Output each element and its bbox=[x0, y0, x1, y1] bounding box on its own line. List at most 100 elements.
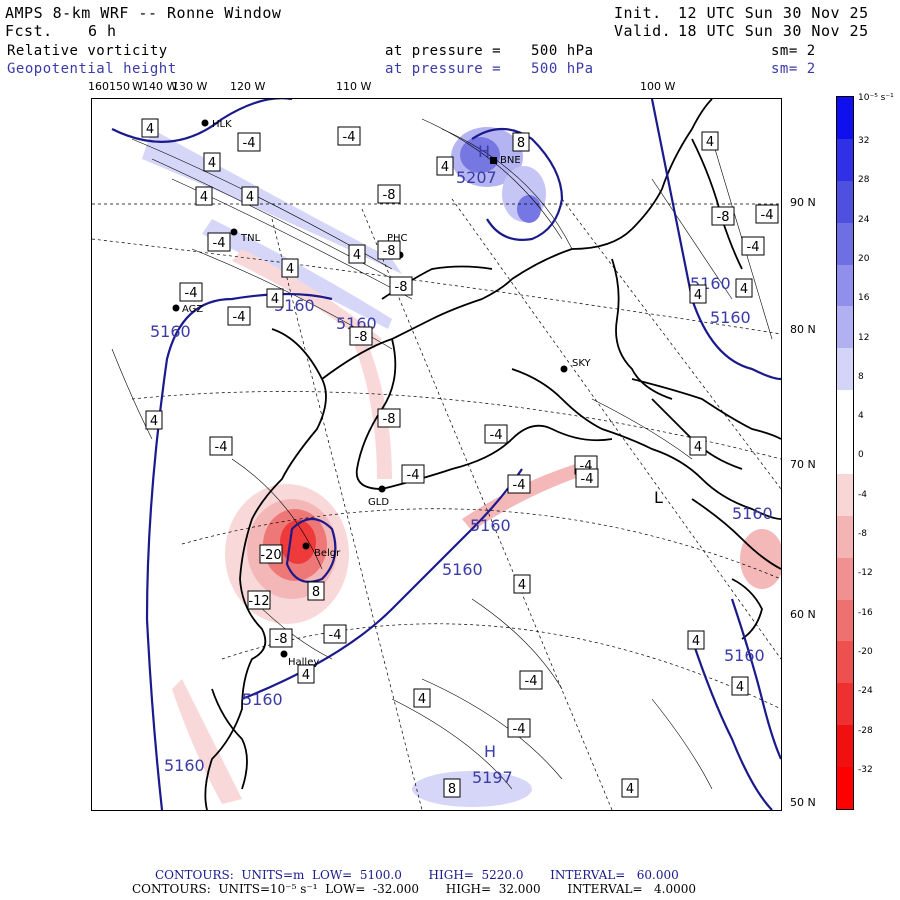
vorticity-value-box: 4 bbox=[145, 410, 163, 430]
svg-text:-8: -8 bbox=[355, 330, 368, 345]
field2-pressure: 500 hPa bbox=[531, 61, 594, 77]
vorticity-value-box: -4 bbox=[519, 670, 543, 690]
high-center-value: 5207 bbox=[456, 168, 497, 187]
negative-vorticity-band bbox=[462, 459, 597, 531]
lon-label-110w: 110 W bbox=[336, 80, 372, 93]
svg-text:-20: -20 bbox=[260, 548, 281, 563]
vorticity-value-box: 4 bbox=[436, 156, 454, 176]
svg-text:-4: -4 bbox=[233, 310, 246, 325]
vorticity-value-box: 4 bbox=[735, 278, 753, 298]
vorticity-value-box: 4 bbox=[141, 118, 159, 138]
svg-text:4: 4 bbox=[302, 668, 310, 683]
colorbar bbox=[836, 96, 854, 810]
vorticity-value-box: -4 bbox=[575, 468, 599, 488]
vorticity-value-box: 8 bbox=[512, 132, 530, 152]
vorticity-value-box: -4 bbox=[237, 132, 261, 152]
lat-label-60n: 60 N bbox=[790, 608, 816, 621]
lon-label-130w: 130 W bbox=[172, 80, 208, 93]
colorbar-segment bbox=[837, 306, 853, 349]
vorticity-value-box: -4 bbox=[209, 436, 233, 456]
svg-text:-4: -4 bbox=[215, 440, 228, 455]
svg-text:8: 8 bbox=[312, 585, 320, 600]
station-dot bbox=[280, 650, 288, 658]
field2-pressure-label: at pressure = bbox=[385, 61, 502, 77]
svg-text:4: 4 bbox=[740, 282, 748, 297]
vorticity-value-box: 4 bbox=[513, 574, 531, 594]
height-label: 5160 bbox=[242, 690, 283, 709]
colorbar-unit: 10⁻⁵ s⁻¹ bbox=[858, 93, 894, 103]
svg-text:4: 4 bbox=[200, 190, 208, 205]
negative-vorticity-shade bbox=[740, 529, 781, 589]
station-label-halley: Halley bbox=[288, 657, 319, 668]
lat-label-50n: 50 N bbox=[790, 796, 816, 809]
colorbar-segment bbox=[837, 683, 853, 726]
positive-vorticity-shade bbox=[412, 771, 532, 807]
svg-text:-4: -4 bbox=[213, 236, 226, 251]
map-panel[interactable]: HLK TNL AGZ PHC BNE SKY GLD Belgr Halley… bbox=[91, 98, 782, 811]
station-dot bbox=[230, 228, 238, 236]
vorticity-value-box: 4 bbox=[203, 152, 221, 172]
vorticity-value-box: 4 bbox=[689, 436, 707, 456]
height-label: 5160 bbox=[724, 646, 765, 665]
colorbar-segment bbox=[837, 725, 853, 768]
vorticity-value-box: 4 bbox=[621, 778, 639, 798]
lat-label-70n: 70 N bbox=[790, 458, 816, 471]
svg-text:-4: -4 bbox=[407, 468, 420, 483]
station-label-tnl: TNL bbox=[240, 233, 261, 244]
lat-label-90n: 90 N bbox=[790, 196, 816, 209]
svg-text:-12: -12 bbox=[248, 594, 269, 609]
station-label-phc: PHC bbox=[387, 233, 408, 244]
coastlines bbox=[204, 99, 781, 810]
svg-text:4: 4 bbox=[518, 578, 526, 593]
svg-text:-4: -4 bbox=[747, 240, 760, 255]
vorticity-value-box: -8 bbox=[349, 326, 373, 346]
colorbar-tick-label: -16 bbox=[858, 607, 873, 618]
colorbar-tick-label: 0 bbox=[858, 450, 864, 461]
vorticity-value-box: -8 bbox=[377, 408, 401, 428]
colorbar-segment bbox=[837, 557, 853, 601]
vorticity-value-box: 4 bbox=[281, 258, 299, 278]
svg-text:8: 8 bbox=[448, 782, 456, 797]
vorticity-value-box: -4 bbox=[323, 624, 347, 644]
station-square bbox=[490, 157, 497, 164]
field2-smoothing: sm= 2 bbox=[771, 61, 816, 77]
lon-label-120w: 120 W bbox=[230, 80, 266, 93]
vorticity-value-box: -4 bbox=[227, 306, 251, 326]
station-label-gld: GLD bbox=[368, 497, 389, 508]
high-center-letter: H bbox=[484, 742, 496, 761]
svg-text:-4: -4 bbox=[490, 428, 503, 443]
vorticity-value-box: 4 bbox=[731, 676, 749, 696]
vorticity-value-box: 4 bbox=[687, 630, 705, 650]
svg-text:4: 4 bbox=[736, 680, 744, 695]
colorbar-tick-label: 24 bbox=[858, 214, 870, 225]
height-label: 5160 bbox=[164, 756, 205, 775]
svg-text:4: 4 bbox=[418, 692, 426, 707]
vorticity-value-box: -4 bbox=[755, 204, 779, 224]
colorbar-segment bbox=[837, 390, 853, 433]
vorticity-value-box: 4 bbox=[413, 688, 431, 708]
vorticity-value-box: -8 bbox=[711, 206, 735, 226]
height-contours bbox=[111, 99, 781, 810]
colorbar-tick-label: -4 bbox=[858, 489, 867, 500]
vorticity-value-box: -4 bbox=[507, 474, 531, 494]
svg-text:-4: -4 bbox=[513, 722, 526, 737]
positive-vorticity-core bbox=[517, 195, 541, 223]
svg-text:-8: -8 bbox=[395, 280, 408, 295]
station-dot bbox=[201, 119, 209, 127]
svg-text:-8: -8 bbox=[383, 188, 396, 203]
colorbar-segment bbox=[837, 473, 853, 517]
map-canvas: HLK TNL AGZ PHC BNE SKY GLD Belgr Halley… bbox=[92, 99, 781, 810]
svg-text:4: 4 bbox=[694, 288, 702, 303]
station-dot bbox=[560, 365, 568, 373]
svg-text:8: 8 bbox=[517, 136, 525, 151]
negative-vorticity-core bbox=[280, 520, 316, 564]
svg-text:-4: -4 bbox=[329, 628, 342, 643]
svg-text:4: 4 bbox=[208, 156, 216, 171]
colorbar-tick-label: -20 bbox=[858, 646, 873, 657]
lon-label-100w: 100 W bbox=[640, 80, 676, 93]
colorbar-segment bbox=[837, 348, 853, 391]
lon-label-160-150: 160150 bbox=[88, 80, 130, 93]
colorbar-segment bbox=[837, 97, 853, 140]
lon-label-w: W bbox=[132, 80, 143, 93]
valid-label: Valid. bbox=[614, 22, 672, 40]
